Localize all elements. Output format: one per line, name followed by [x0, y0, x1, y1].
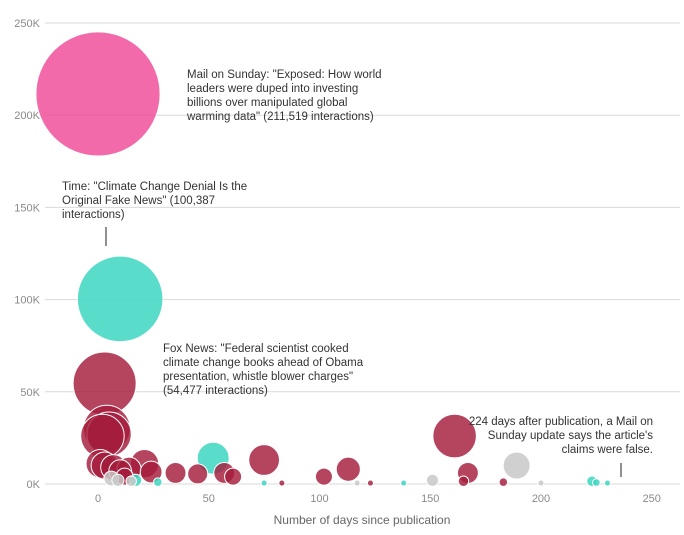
y-tick-label: 0K	[27, 479, 41, 491]
bubble	[400, 479, 408, 487]
x-tick-label: 200	[532, 493, 550, 505]
x-tick-label: 50	[203, 493, 215, 505]
bubble	[335, 456, 361, 482]
y-tick-label: 250K	[14, 18, 40, 30]
bubble	[592, 478, 601, 487]
bubble	[125, 475, 137, 487]
bubble	[187, 463, 209, 485]
bubble	[76, 255, 164, 343]
bubble	[457, 475, 470, 487]
x-tick-label: 250	[643, 493, 661, 505]
bubble	[498, 477, 509, 487]
bubble	[366, 479, 374, 487]
bubble	[111, 473, 125, 487]
bubble	[224, 467, 243, 486]
bubble	[153, 477, 163, 487]
bubble	[139, 460, 163, 484]
bubble	[432, 413, 477, 459]
bubble	[603, 479, 611, 487]
bubbles	[35, 31, 611, 487]
update-annotation: 224 days after publication, a Mail on Su…	[468, 416, 653, 456]
bubble	[425, 473, 440, 487]
bubble	[353, 479, 361, 487]
y-axis-tick-labels: 0K 50K 100K 150K 200K 250K	[14, 18, 40, 491]
x-axis-title: Number of days since publication	[274, 513, 451, 527]
x-axis-tick-labels: 0 50 100 150 200 250	[95, 493, 661, 505]
bubble	[278, 479, 286, 487]
time-annotation: Time: "Climate Change Denial Is the Orig…	[62, 181, 248, 221]
mail-on-sunday-annotation: Mail on Sunday: "Exposed: How world lead…	[187, 69, 382, 123]
bubble	[260, 479, 268, 487]
fox-news-annotation: Fox News: "Federal scientist cooked clim…	[163, 343, 364, 397]
x-tick-label: 100	[310, 493, 328, 505]
x-tick-label: 150	[421, 493, 439, 505]
bubble	[502, 451, 531, 480]
y-tick-label: 200K	[14, 110, 40, 122]
y-tick-label: 50K	[20, 387, 40, 399]
bubble	[248, 444, 281, 476]
y-tick-label: 150K	[14, 202, 40, 214]
y-tick-label: 100K	[14, 295, 40, 307]
bubble	[314, 467, 333, 486]
x-tick-label: 0	[95, 493, 101, 505]
bubble	[35, 31, 161, 157]
bubble	[164, 461, 187, 484]
bubble	[537, 479, 545, 487]
